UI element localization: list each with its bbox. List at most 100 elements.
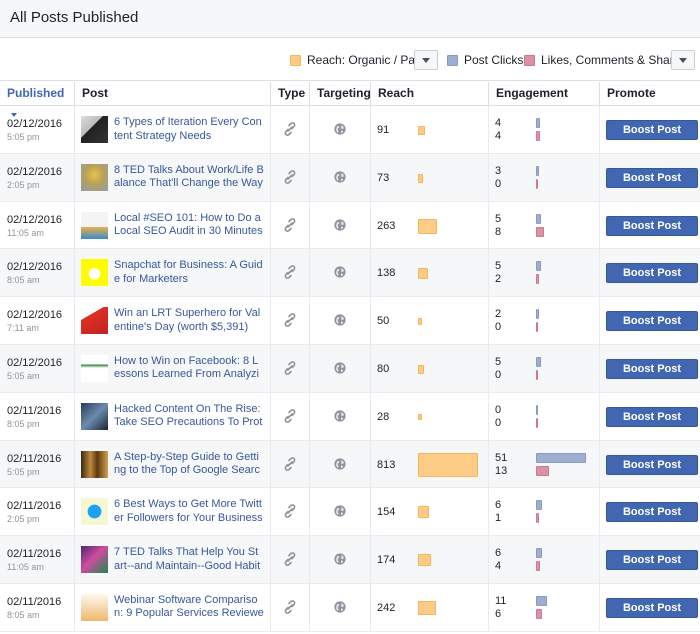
webinar-thumbnail[interactable] bbox=[81, 593, 108, 621]
post-time: 2:05 pm bbox=[7, 179, 40, 190]
boost-post-button[interactable]: Boost Post bbox=[606, 263, 698, 284]
boost-post-button[interactable]: Boost Post bbox=[606, 167, 698, 188]
column-divider bbox=[74, 153, 75, 201]
column-divider bbox=[309, 201, 310, 249]
column-divider bbox=[309, 297, 310, 344]
column-divider bbox=[370, 488, 371, 536]
google-search-thumbnail[interactable] bbox=[81, 450, 108, 478]
column-divider bbox=[599, 392, 600, 440]
column-post: Post bbox=[74, 82, 270, 106]
post-clicks-bar bbox=[536, 165, 539, 176]
post-title-link[interactable]: A Step-by-Step Guide to Getting to the T… bbox=[114, 450, 260, 479]
post-clicks-bar bbox=[536, 548, 542, 559]
table-row: 02/11/2016 5:05 pm A Step-by-Step Guide … bbox=[0, 440, 700, 489]
boost-post-button[interactable]: Boost Post bbox=[606, 406, 698, 427]
post-title-link[interactable]: 8 TED Talks About Work/Life Balance That… bbox=[114, 163, 264, 192]
post-title-link[interactable]: Hacked Content On The Rise: Take SEO Pre… bbox=[114, 402, 263, 431]
likes-comments-shares-bar bbox=[536, 465, 549, 476]
reach-dropdown-button[interactable] bbox=[414, 50, 438, 70]
post-title-link[interactable]: How to Win on Facebook: 8 Lessons Learne… bbox=[114, 354, 259, 383]
twitter-thumbnail[interactable] bbox=[81, 498, 108, 526]
column-divider bbox=[74, 536, 75, 583]
table-row: 02/12/2016 5:05 am How to Win on Faceboo… bbox=[0, 344, 700, 393]
post-clicks-value: 0 bbox=[495, 403, 502, 416]
globe-icon bbox=[334, 410, 346, 422]
ted-talks-thumbnail[interactable] bbox=[81, 163, 108, 191]
seo-audit-thumbnail[interactable] bbox=[81, 211, 108, 239]
boost-post-button[interactable]: Boost Post bbox=[606, 454, 698, 475]
globe-icon bbox=[334, 601, 346, 613]
reach-value: 50 bbox=[377, 315, 390, 328]
likes-comments-shares-value: 0 bbox=[495, 368, 502, 381]
table-row: 02/12/2016 8:05 am Snapchat for Business… bbox=[0, 249, 700, 298]
post-time: 5:05 pm bbox=[7, 466, 40, 477]
boost-post-button[interactable]: Boost Post bbox=[606, 120, 698, 140]
post-time: 8:05 am bbox=[7, 609, 40, 620]
globe-icon bbox=[334, 218, 346, 231]
column-divider bbox=[599, 106, 600, 153]
likes-swatch-icon bbox=[524, 54, 535, 66]
post-clicks-bar bbox=[536, 309, 539, 320]
engagement-dropdown-button[interactable] bbox=[671, 50, 695, 70]
likes-comments-shares-bar bbox=[536, 322, 538, 333]
link-icon bbox=[284, 217, 296, 232]
post-time: 11:05 am bbox=[7, 562, 44, 573]
post-clicks-value: 3 bbox=[495, 164, 502, 177]
facebook-lessons-thumbnail[interactable] bbox=[81, 354, 108, 382]
boost-post-button[interactable]: Boost Post bbox=[606, 597, 698, 618]
column-divider bbox=[74, 392, 75, 440]
ted-habits-thumbnail[interactable] bbox=[81, 546, 108, 574]
column-divider bbox=[599, 536, 600, 583]
column-divider bbox=[270, 249, 271, 297]
post-date: 02/12/2016 bbox=[7, 309, 63, 322]
table-row: 02/11/2016 11:05 am 7 TED Talks That Hel… bbox=[0, 536, 700, 584]
boost-post-button[interactable]: Boost Post bbox=[606, 502, 698, 523]
boost-post-button[interactable]: Boost Post bbox=[606, 215, 698, 236]
globe-icon bbox=[334, 171, 346, 183]
column-divider bbox=[488, 106, 489, 153]
column-divider bbox=[74, 344, 75, 392]
boost-post-button[interactable]: Boost Post bbox=[606, 311, 698, 332]
column-divider bbox=[370, 297, 371, 344]
post-clicks-value: 6 bbox=[495, 499, 502, 512]
column-divider bbox=[309, 153, 310, 201]
boost-post-button[interactable]: Boost Post bbox=[606, 550, 698, 571]
post-date: 02/12/2016 bbox=[7, 118, 63, 130]
table-row: 02/11/2016 2:05 pm 6 Best Ways to Get Mo… bbox=[0, 488, 700, 537]
hacked-content-thumbnail[interactable] bbox=[81, 402, 108, 430]
likes-comments-shares-value: 1 bbox=[495, 512, 502, 525]
post-date: 02/11/2016 bbox=[7, 548, 62, 561]
gmail-thumbnail[interactable] bbox=[81, 307, 108, 335]
column-divider bbox=[599, 153, 600, 201]
legend-reach: Reach: Organic / Paid bbox=[290, 53, 424, 67]
post-clicks-value: 5 bbox=[495, 260, 502, 273]
post-title-link[interactable]: 7 TED Talks That Help You Start--and Mai… bbox=[114, 546, 261, 574]
post-title-link[interactable]: Webinar Software Comparison: 9 Popular S… bbox=[114, 593, 264, 622]
post-title-link[interactable]: Snapchat for Business: A Guide for Marke… bbox=[114, 259, 263, 285]
link-icon bbox=[284, 122, 296, 136]
reach-value: 242 bbox=[377, 601, 396, 614]
link-icon bbox=[284, 456, 296, 471]
iteration-thumbnail[interactable] bbox=[81, 116, 108, 143]
boost-post-button[interactable]: Boost Post bbox=[606, 358, 698, 379]
post-title-link[interactable]: 6 Best Ways to Get More Twitter Follower… bbox=[114, 498, 263, 524]
post-time: 7:11 am bbox=[7, 323, 39, 334]
post-title-link[interactable]: Local #SEO 101: How to Do a Local SEO Au… bbox=[114, 211, 263, 240]
column-divider bbox=[309, 440, 310, 488]
post-clicks-bar bbox=[536, 213, 541, 224]
page-title: All Posts Published bbox=[10, 9, 139, 26]
link-icon bbox=[284, 600, 296, 614]
column-divider bbox=[370, 249, 371, 297]
reach-value: 174 bbox=[377, 554, 396, 567]
post-title-link[interactable]: 6 Types of Iteration Every Content Strat… bbox=[114, 116, 262, 142]
column-published[interactable]: Published bbox=[0, 82, 74, 117]
column-divider bbox=[309, 344, 310, 392]
column-divider bbox=[488, 583, 489, 631]
sort-desc-icon bbox=[11, 113, 17, 117]
legend-clicks: Post Clicks bbox=[447, 53, 523, 67]
column-divider bbox=[488, 440, 489, 488]
snapchat-thumbnail[interactable] bbox=[81, 259, 108, 287]
post-clicks-value: 5 bbox=[495, 355, 502, 368]
likes-comments-shares-bar bbox=[536, 369, 538, 380]
post-title-link[interactable]: Win an LRT Superhero for Valentine's Day… bbox=[114, 307, 261, 333]
